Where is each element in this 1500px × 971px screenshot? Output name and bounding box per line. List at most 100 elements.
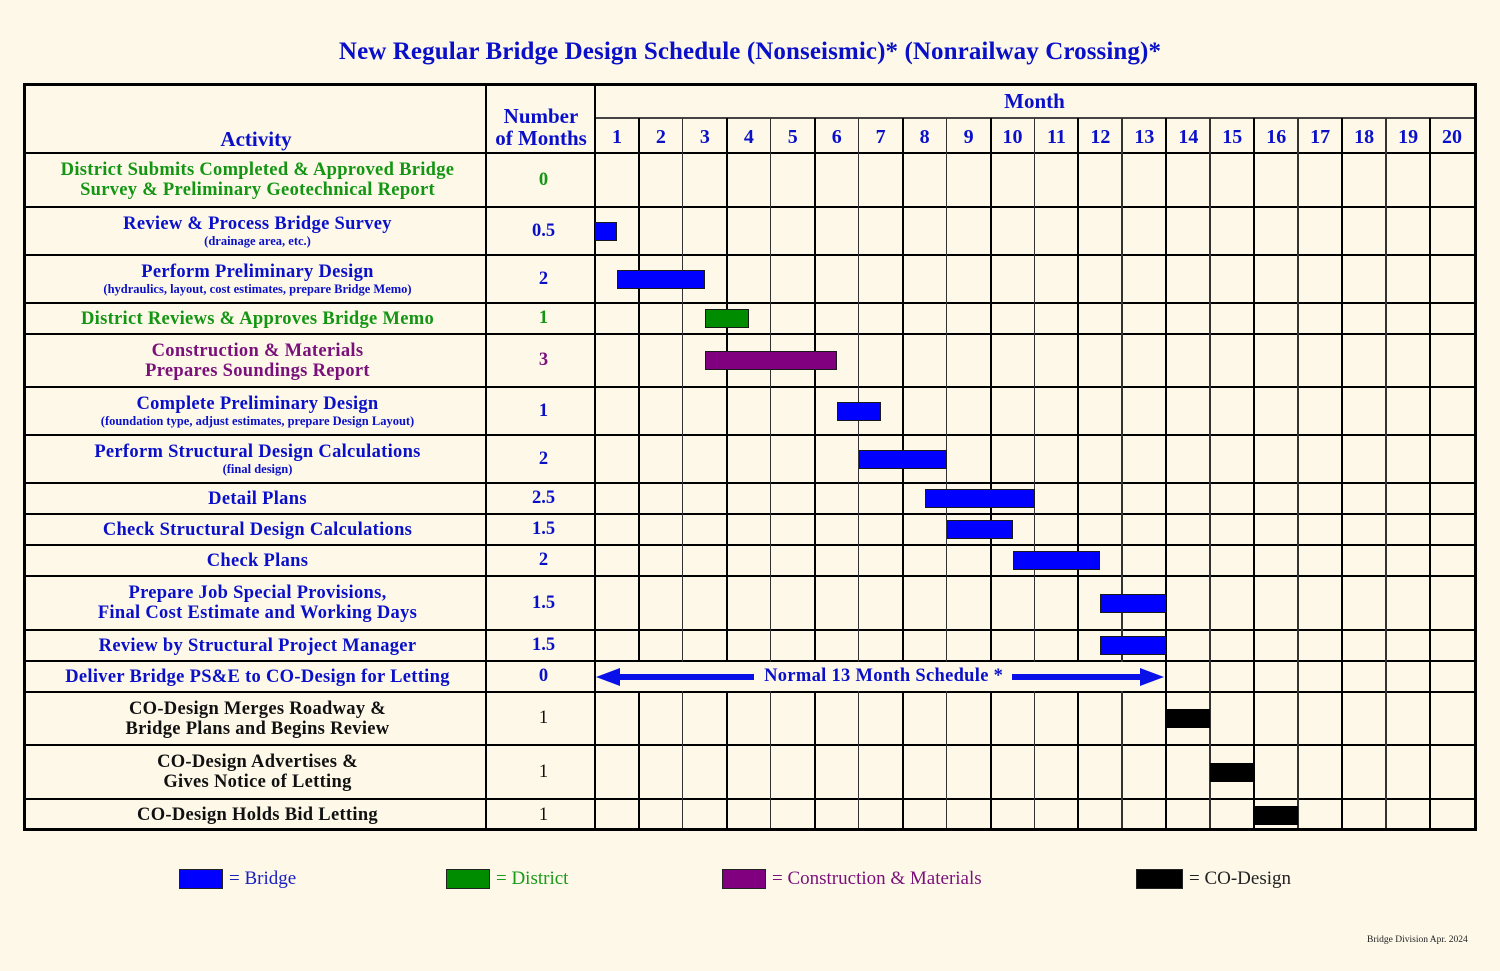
month-label: 6 [831,126,842,148]
month-label: 9 [963,126,974,148]
month-label: 19 [1398,126,1419,148]
footer-note: Bridge Division Apr. 2024 [1367,935,1468,945]
months-value: 1 [538,308,549,328]
month-label: 2 [655,126,666,148]
row-divider [26,798,1474,800]
activity-cell: Perform Structural Design Calculations (f… [26,435,489,483]
gantt-bar-bridge [946,520,1013,539]
months-value: 1 [538,400,549,421]
gantt-bar-construction-materials [704,351,837,370]
activity-label: CO-Design Holds Bid Letting [137,805,378,825]
activity-label: Check Plans [206,550,309,571]
month-label: 12 [1090,126,1111,148]
legend-swatch [446,869,490,889]
activity-cell: Construction & Materials Prepares Soundin… [26,334,489,387]
normal-schedule-label: Normal 13 Month Schedule * [764,665,1004,686]
gantt-bar-co-design [1210,762,1255,782]
activity-label: Perform Structural Design Calculations [94,441,421,462]
months-value: 1 [538,804,549,825]
activity-label: Review by Structural Project Manager [98,635,417,656]
month-gridline [1165,661,1168,692]
month-label: 10 [1002,126,1023,148]
activity-label: District Reviews & Approves Bridge Memo [80,308,435,329]
row-divider [26,691,1474,693]
row-divider [26,629,1474,631]
activity-label: Construction & Materials [151,340,364,361]
month-gridline [1341,118,1344,828]
legend-swatch [722,869,766,889]
activity-label-line2: Bridge Plans and Begins Review [125,718,390,739]
months-value: 2 [538,448,549,469]
activity-label-line2: Final Cost Estimate and Working Days [97,603,418,623]
month-gridline [989,118,992,828]
gantt-bar-district [704,309,749,328]
schedule-table: Activity Number of Months Month 1 2 3 4 5 6 7 8 9 10 1… [23,83,1477,831]
row-divider [26,575,1474,577]
gantt-bar-co-design [1254,805,1299,825]
activity-label: Detail Plans [208,488,307,509]
month-gridline [1429,118,1432,828]
month-label: 8 [919,126,930,148]
month-label: 1 [611,126,622,148]
row-divider [26,482,1474,484]
activity-cell: Prepare Job Special Provisions, Final Cos… [26,576,489,630]
month-header: Month [1004,89,1065,113]
activity-cell: Complete Preliminary Design (foundation t… [26,387,489,435]
activity-cell: Detail Plans [26,483,489,514]
row-divider [26,254,1474,256]
month-gridline [681,118,684,828]
activity-label: CO-Design Advertises & [157,752,358,772]
month-gridline [1077,118,1080,828]
gantt-bar-bridge [1100,593,1167,613]
row-divider [26,152,1474,154]
row-divider [26,302,1474,304]
chart-title: New Regular Bridge Design Schedule (Nons… [338,38,1162,65]
month-label: 16 [1266,126,1287,148]
gantt-bar-bridge [616,269,705,289]
activity-label: Review & Process Bridge Survey [123,213,392,234]
gantt-bar-bridge [836,401,881,421]
activity-note: (drainage area, etc.) [204,233,311,248]
months-value: 1 [538,761,549,782]
activity-label: Check Structural Design Calculations [102,519,413,540]
activity-label: Complete Preliminary Design [136,393,379,414]
months-value: 1.5 [531,635,556,655]
month-label: 20 [1442,126,1463,148]
activity-note: (hydraulics, layout, cost estimates, pre… [103,281,412,296]
activity-cell: CO-Design Advertises & Gives Notice of Le… [26,745,489,799]
month-label: 5 [787,126,798,148]
months-value: 2 [538,550,549,570]
months-value: 3 [538,350,549,370]
legend-label: = Construction & Materials [772,868,982,889]
row-divider [26,744,1474,746]
legend-swatch [179,869,223,889]
activity-cell: CO-Design Holds Bid Letting [26,799,489,831]
legend-label: = Bridge [229,868,297,889]
month-gridline [813,118,816,828]
month-label: 7 [875,126,886,148]
month-label: 15 [1222,126,1243,148]
month-gridline [1121,118,1123,828]
activity-label-line2: Survey & Preliminary Geotechnical Report [80,180,435,200]
arrow-line-left [617,673,754,680]
gantt-bar-bridge [595,221,617,241]
activity-label: Perform Preliminary Design [141,261,374,282]
activity-cell: Deliver Bridge PS&E to CO-Design for Let… [26,661,489,692]
activity-cell: Perform Preliminary Design (hydraulics, l… [26,255,489,303]
activity-label: Prepare Job Special Provisions, [128,583,387,603]
month-gridline [769,118,772,828]
arrow-line-right [1011,673,1143,680]
row-divider [26,386,1474,388]
month-label: 14 [1178,126,1199,148]
activity-cell: District Submits Completed & Approved Br… [26,153,489,207]
activity-cell: District Reviews & Approves Bridge Memo [26,303,489,334]
legend-item-bridge: = Bridge [179,868,296,890]
months-value: 0.5 [531,220,556,241]
activity-cell: Check Plans [26,545,489,576]
row-divider [26,206,1474,208]
month-label: 13 [1134,126,1155,148]
months-value: 2.5 [531,488,556,508]
month-gridline [637,118,640,828]
activity-cell: Review & Process Bridge Survey (drainage … [26,207,489,255]
activity-label-line2: Prepares Soundings Report [145,360,370,381]
